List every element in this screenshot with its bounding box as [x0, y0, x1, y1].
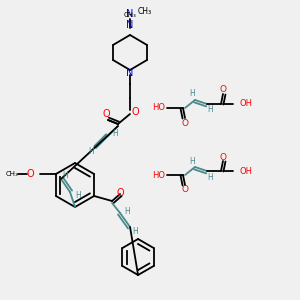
Text: H: H: [62, 170, 68, 179]
Text: H: H: [88, 148, 94, 157]
Text: N: N: [126, 68, 134, 78]
Text: HO: HO: [152, 103, 165, 112]
Text: H: H: [132, 226, 138, 236]
Text: OH: OH: [239, 167, 252, 176]
Text: H: H: [189, 89, 195, 98]
Text: N: N: [126, 9, 134, 19]
Text: H: H: [207, 106, 213, 115]
Text: N: N: [126, 20, 134, 30]
Text: O: O: [220, 152, 226, 161]
Text: CH₃: CH₃: [124, 12, 136, 18]
Text: H: H: [112, 130, 118, 139]
Text: H: H: [189, 157, 195, 166]
Text: OH: OH: [239, 100, 252, 109]
Text: CH₃: CH₃: [138, 7, 152, 16]
Text: O: O: [220, 85, 226, 94]
Text: H: H: [207, 172, 213, 182]
Text: O: O: [116, 188, 124, 198]
Text: CH₃: CH₃: [6, 171, 18, 177]
Text: H: H: [75, 190, 81, 200]
Text: H: H: [124, 206, 130, 215]
Text: O: O: [131, 107, 139, 117]
Text: O: O: [26, 169, 34, 179]
Text: O: O: [102, 109, 110, 119]
Text: O: O: [182, 118, 188, 127]
Text: HO: HO: [152, 170, 165, 179]
Text: O: O: [182, 185, 188, 194]
